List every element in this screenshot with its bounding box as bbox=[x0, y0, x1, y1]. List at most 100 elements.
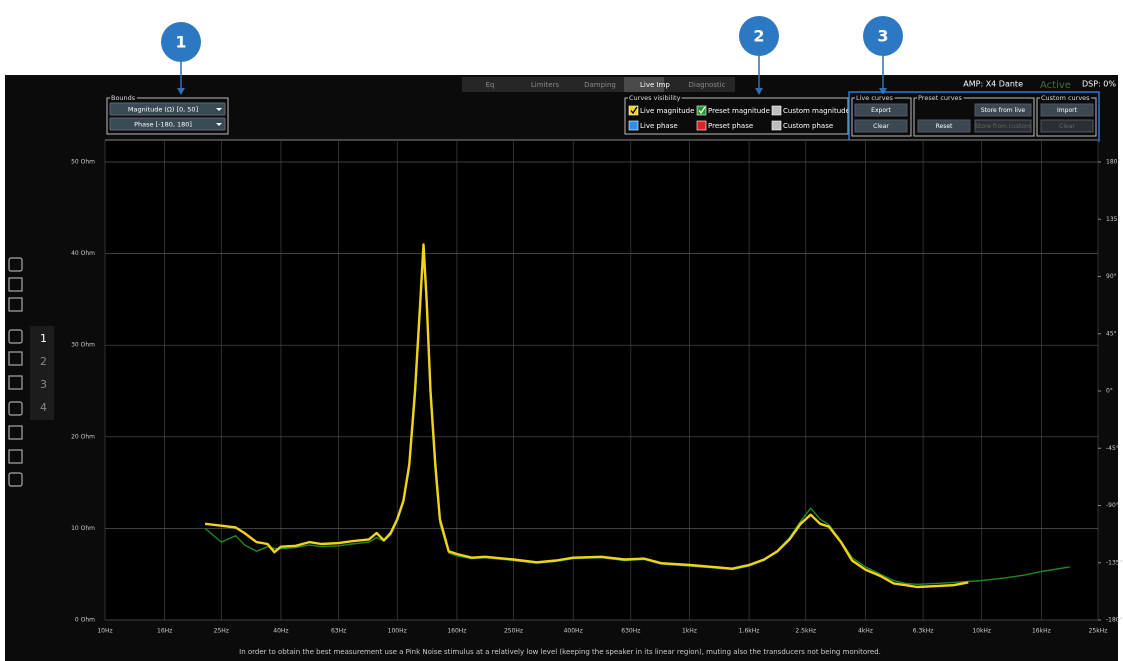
button-label: Import bbox=[1057, 107, 1078, 114]
y2-tick-label: 90° bbox=[1106, 273, 1117, 280]
tab[interactable]: Damping bbox=[584, 81, 616, 89]
checkmark bbox=[630, 106, 638, 115]
sidebar-number[interactable]: 2 bbox=[40, 355, 47, 368]
sidebar-icon[interactable] bbox=[8, 329, 23, 344]
sidebar-icon[interactable] bbox=[8, 425, 23, 440]
tab[interactable]: Limiters bbox=[531, 81, 560, 89]
button[interactable] bbox=[854, 119, 908, 133]
magnitude-curve bbox=[204, 243, 969, 589]
button bbox=[1040, 119, 1094, 133]
plot-area bbox=[105, 140, 1098, 620]
checkbox[interactable] bbox=[771, 105, 782, 116]
x-tick-label: 16Hz bbox=[157, 628, 172, 635]
sidebar-icon[interactable] bbox=[8, 297, 23, 312]
y-tick-label: 0 Ohm bbox=[75, 617, 95, 624]
sidebar-icon[interactable] bbox=[8, 257, 23, 272]
preset-curves-group-title: Preset curves bbox=[918, 94, 963, 102]
checkmark bbox=[698, 106, 706, 115]
dropdown-label: Phase [-180, 180] bbox=[134, 121, 192, 129]
sidebar-icon[interactable] bbox=[8, 351, 23, 366]
sidebar-icon[interactable] bbox=[8, 401, 23, 416]
button[interactable] bbox=[917, 119, 971, 133]
button[interactable] bbox=[1040, 103, 1094, 117]
x-tick-label: 1kHz bbox=[682, 628, 697, 635]
checkbox[interactable] bbox=[696, 105, 707, 116]
y2-tick-label: 180° bbox=[1106, 159, 1120, 166]
x-tick-label: 400Hz bbox=[564, 628, 583, 635]
checkbox-label: Custom magnitude bbox=[783, 107, 850, 115]
callout-number: 3 bbox=[877, 27, 888, 46]
sidebar-number[interactable]: 1 bbox=[40, 332, 47, 345]
callout-badge bbox=[161, 22, 201, 62]
checkbox[interactable] bbox=[696, 120, 707, 131]
button-label: Reset bbox=[936, 123, 953, 130]
checkbox[interactable] bbox=[628, 120, 639, 131]
callout-number: 2 bbox=[753, 27, 764, 46]
sidebar-numbers-bg bbox=[30, 326, 54, 420]
y-tick-label: 30 Ohm bbox=[71, 342, 95, 349]
active-tab bbox=[624, 77, 664, 92]
x-tick-label: 25Hz bbox=[214, 628, 229, 635]
y2-tick-label: -90° bbox=[1106, 502, 1119, 509]
sidebar-number[interactable]: 3 bbox=[40, 378, 47, 391]
button-label: Store from live bbox=[981, 107, 1026, 114]
group-title-bg bbox=[855, 94, 895, 102]
curves-visibility-group-title: Curves visibility bbox=[629, 94, 681, 102]
checkbox-label: Custom phase bbox=[783, 122, 833, 130]
tab[interactable]: Diagnostic bbox=[689, 81, 726, 89]
y-tick-label: 40 Ohm bbox=[71, 250, 95, 257]
button-label: Store from custom bbox=[975, 123, 1031, 130]
x-tick-label: 63Hz bbox=[331, 628, 346, 635]
tab-bar bbox=[462, 77, 735, 92]
x-tick-label: 6.3kHz bbox=[913, 628, 934, 635]
button[interactable] bbox=[854, 103, 908, 117]
active-status: Active bbox=[1040, 80, 1071, 91]
y2-tick-label: -180° bbox=[1106, 617, 1123, 624]
callout-badge bbox=[739, 16, 779, 56]
x-tick-label: 10kHz bbox=[972, 628, 991, 635]
group-title-bg bbox=[917, 94, 964, 102]
dropdown[interactable] bbox=[109, 102, 226, 116]
tab[interactable]: Eq bbox=[486, 81, 495, 89]
x-tick-label: 1.6kHz bbox=[739, 628, 760, 635]
custom-curves-group-title: Custom curves bbox=[1041, 94, 1090, 102]
callout-arrowhead bbox=[755, 88, 763, 95]
bounds-group-title: Bounds bbox=[111, 94, 136, 102]
x-tick-label: 25kHz bbox=[1089, 628, 1108, 635]
sidebar-icon[interactable] bbox=[8, 277, 23, 292]
dropdown-caret bbox=[216, 123, 222, 126]
sidebar-number[interactable]: 4 bbox=[40, 401, 47, 414]
x-tick-label: 4kHz bbox=[858, 628, 873, 635]
group-title-bg bbox=[110, 94, 137, 102]
dropdown[interactable] bbox=[109, 117, 226, 131]
callout-number: 1 bbox=[175, 33, 186, 52]
bounds-group bbox=[106, 97, 229, 135]
x-tick-label: 10Hz bbox=[97, 628, 112, 635]
sidebar-icon[interactable] bbox=[8, 449, 23, 464]
callout-arrowhead bbox=[177, 88, 185, 95]
group-title-bg bbox=[628, 94, 682, 102]
button-label: Clear bbox=[873, 123, 889, 130]
x-tick-label: 160Hz bbox=[447, 628, 466, 635]
sidebar-icon[interactable] bbox=[8, 472, 23, 487]
button-label: Export bbox=[871, 107, 891, 114]
y2-tick-label: -45° bbox=[1106, 445, 1119, 452]
y-tick-label: 10 Ohm bbox=[71, 525, 95, 532]
preset-curves-group bbox=[913, 97, 1035, 137]
checkbox-label: Live magnitude bbox=[640, 107, 694, 115]
y2-tick-label: 45° bbox=[1106, 330, 1117, 337]
checkbox[interactable] bbox=[628, 105, 639, 116]
sidebar-icon[interactable] bbox=[8, 375, 23, 390]
button[interactable] bbox=[974, 103, 1032, 117]
live-curves-group-title: Live curves bbox=[856, 94, 894, 102]
dsp-status: DSP: 0% bbox=[1082, 80, 1116, 89]
button-label: Clear bbox=[1059, 123, 1075, 130]
x-tick-label: 100Hz bbox=[388, 628, 407, 635]
checkbox[interactable] bbox=[771, 120, 782, 131]
tab[interactable]: Live Imp bbox=[640, 81, 670, 89]
group-title-bg bbox=[1040, 94, 1092, 102]
dropdown-label: Magnitude (Ω) [0, 50] bbox=[128, 106, 198, 114]
button bbox=[974, 119, 1032, 133]
dropdown-caret bbox=[216, 108, 222, 111]
